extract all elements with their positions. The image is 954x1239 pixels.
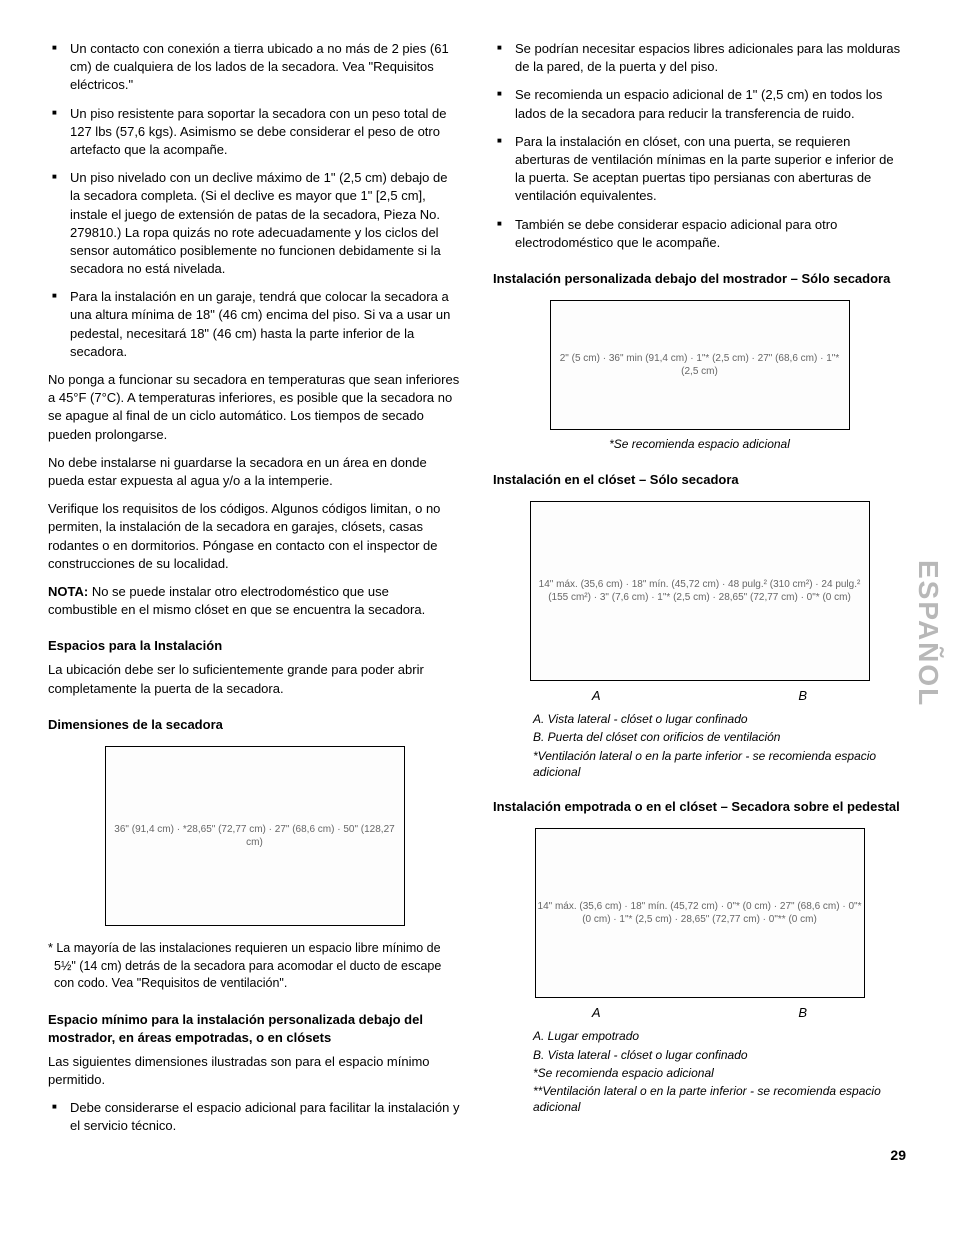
right-column: Se podrían necesitar espacios libres adi…: [493, 40, 906, 1146]
figure-pedestal: 14" máx. (35,6 cm) · 18" mín. (45,72 cm)…: [493, 828, 906, 1115]
heading-undercounter: Instalación personalizada debajo del mos…: [493, 270, 906, 288]
label-b: B: [798, 687, 807, 705]
key-item: A. Lugar empotrado: [533, 1028, 906, 1044]
label-a: A: [592, 687, 601, 705]
figure-placeholder: 14" máx. (35,6 cm) · 18" mín. (45,72 cm)…: [535, 828, 865, 998]
bullet-list-right: Se podrían necesitar espacios libres adi…: [493, 40, 906, 252]
heading-espacios: Espacios para la Instalación: [48, 637, 461, 655]
paragraph: Verifique los requisitos de los códigos.…: [48, 500, 461, 573]
bullet-item: Un contacto con conexión a tierra ubicad…: [48, 40, 461, 95]
figure-key: A. Lugar empotrado B. Vista lateral - cl…: [533, 1028, 906, 1115]
bullet-list-2: Debe considerarse el espacio adicional p…: [48, 1099, 461, 1135]
bullet-item: Un piso nivelado con un declive máximo d…: [48, 169, 461, 278]
bullet-item: Debe considerarse el espacio adicional p…: [48, 1099, 461, 1135]
figure-undercounter: 2" (5 cm) · 36" min (91,4 cm) · 1"* (2,5…: [493, 300, 906, 453]
heading-dimensiones: Dimensiones de la secadora: [48, 716, 461, 734]
bullet-list-1: Un contacto con conexión a tierra ubicad…: [48, 40, 461, 361]
nota-label: NOTA:: [48, 584, 88, 599]
label-b: B: [798, 1004, 807, 1022]
bullet-item: Para la instalación en clóset, con una p…: [493, 133, 906, 206]
key-item: B. Puerta del clóset con orificios de ve…: [533, 729, 906, 745]
paragraph: No ponga a funcionar su secadora en temp…: [48, 371, 461, 444]
figure-closet: 14" máx. (35,6 cm) · 18" mín. (45,72 cm)…: [493, 501, 906, 780]
figure-placeholder: 36" (91,4 cm) · *28,65" (72,77 cm) · 27"…: [105, 746, 405, 926]
figure-ab-labels: A B: [493, 1004, 906, 1022]
nota-text: No se puede instalar otro electrodomésti…: [48, 584, 425, 617]
figure-dryer-dimensions: 36" (91,4 cm) · *28,65" (72,77 cm) · 27"…: [48, 746, 461, 926]
key-note: *Ventilación lateral o en la parte infer…: [533, 748, 906, 780]
paragraph: Las siguientes dimensiones ilustradas so…: [48, 1053, 461, 1089]
language-side-label: ESPAÑOL: [909, 560, 948, 707]
key-item: B. Vista lateral - clóset o lugar confin…: [533, 1047, 906, 1063]
key-item: A. Vista lateral - clóset o lugar confin…: [533, 711, 906, 727]
bullet-item: Se recomienda un espacio adicional de 1"…: [493, 86, 906, 122]
nota-paragraph: NOTA: No se puede instalar otro electrod…: [48, 583, 461, 619]
figure-key: A. Vista lateral - clóset o lugar confin…: [533, 711, 906, 780]
bullet-item: Se podrían necesitar espacios libres adi…: [493, 40, 906, 76]
figure-caption: *Se recomienda espacio adicional: [493, 436, 906, 453]
paragraph: No debe instalarse ni guardarse la secad…: [48, 454, 461, 490]
heading-closet: Instalación en el clóset – Sólo secadora: [493, 471, 906, 489]
bullet-item: Un piso resistente para soportar la seca…: [48, 105, 461, 160]
page-number: 29: [890, 1146, 906, 1166]
label-a: A: [592, 1004, 601, 1022]
figure-ab-labels: A B: [493, 687, 906, 705]
bullet-item: También se debe considerar espacio adici…: [493, 216, 906, 252]
key-note: *Se recomienda espacio adicional: [533, 1065, 906, 1081]
footnote: * La mayoría de las instalaciones requie…: [48, 940, 461, 993]
heading-pedestal: Instalación empotrada o en el clóset – S…: [493, 798, 906, 816]
figure-placeholder: 2" (5 cm) · 36" min (91,4 cm) · 1"* (2,5…: [550, 300, 850, 430]
left-column: Un contacto con conexión a tierra ubicad…: [48, 40, 461, 1146]
bullet-item: Para la instalación en un garaje, tendrá…: [48, 288, 461, 361]
key-note: **Ventilación lateral o en la parte infe…: [533, 1083, 906, 1115]
heading-espacio-minimo: Espacio mínimo para la instalación perso…: [48, 1011, 461, 1047]
paragraph: La ubicación debe ser lo suficientemente…: [48, 661, 461, 697]
figure-placeholder: 14" máx. (35,6 cm) · 18" mín. (45,72 cm)…: [530, 501, 870, 681]
